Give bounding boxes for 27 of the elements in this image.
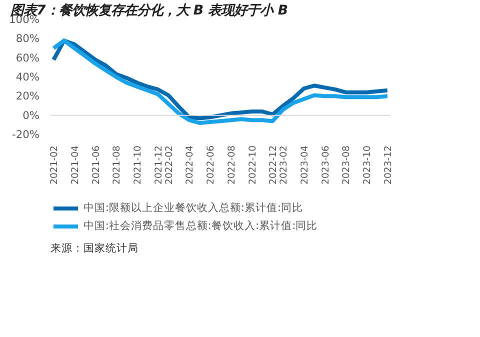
y-tick-label: -20% [12, 128, 40, 141]
y-tick-label: 20% [16, 90, 40, 103]
x-tick-label: 2023-08 [341, 145, 352, 184]
x-tick-label: 2023-10 [362, 145, 374, 184]
legend-label: 中国:社会消费品零售总额:餐饮收入:累计值:同比 [83, 219, 318, 233]
x-tick-label: 2021-04 [70, 145, 81, 184]
x-tick-label: 2022-06 [206, 145, 217, 184]
x-tick-label: 2021-06 [90, 145, 102, 184]
x-tick-label: 2023-02 [278, 145, 290, 184]
source-note: 来源：国家统计局 [50, 242, 138, 254]
x-tick-label: 2023-12 [382, 145, 394, 184]
x-tick-label: 2021-10 [132, 145, 144, 184]
legend-label: 中国:限额以上企业餐饮收入总额:累计值:同比 [83, 201, 304, 215]
x-tick-label: 2021-08 [112, 145, 123, 184]
x-tick-label: 2021-02 [49, 145, 60, 184]
x-tick-label: 2022-04 [184, 145, 196, 184]
x-tick-label: 2023-06 [320, 145, 332, 184]
y-tick-label: 0% [22, 108, 40, 122]
x-tick-label: 2021-12 [153, 145, 164, 184]
x-tick-label: 2022-10 [247, 145, 258, 184]
x-tick-label: 2023-04 [299, 145, 310, 184]
y-tick-label: 80% [16, 32, 40, 46]
x-tick-label: 2022-02 [164, 145, 175, 184]
x-tick-label: 2022-12 [268, 145, 280, 184]
y-tick-label: 40% [16, 70, 40, 84]
x-tick-label: 2022-08 [226, 145, 238, 184]
y-tick-label: 60% [16, 51, 40, 64]
